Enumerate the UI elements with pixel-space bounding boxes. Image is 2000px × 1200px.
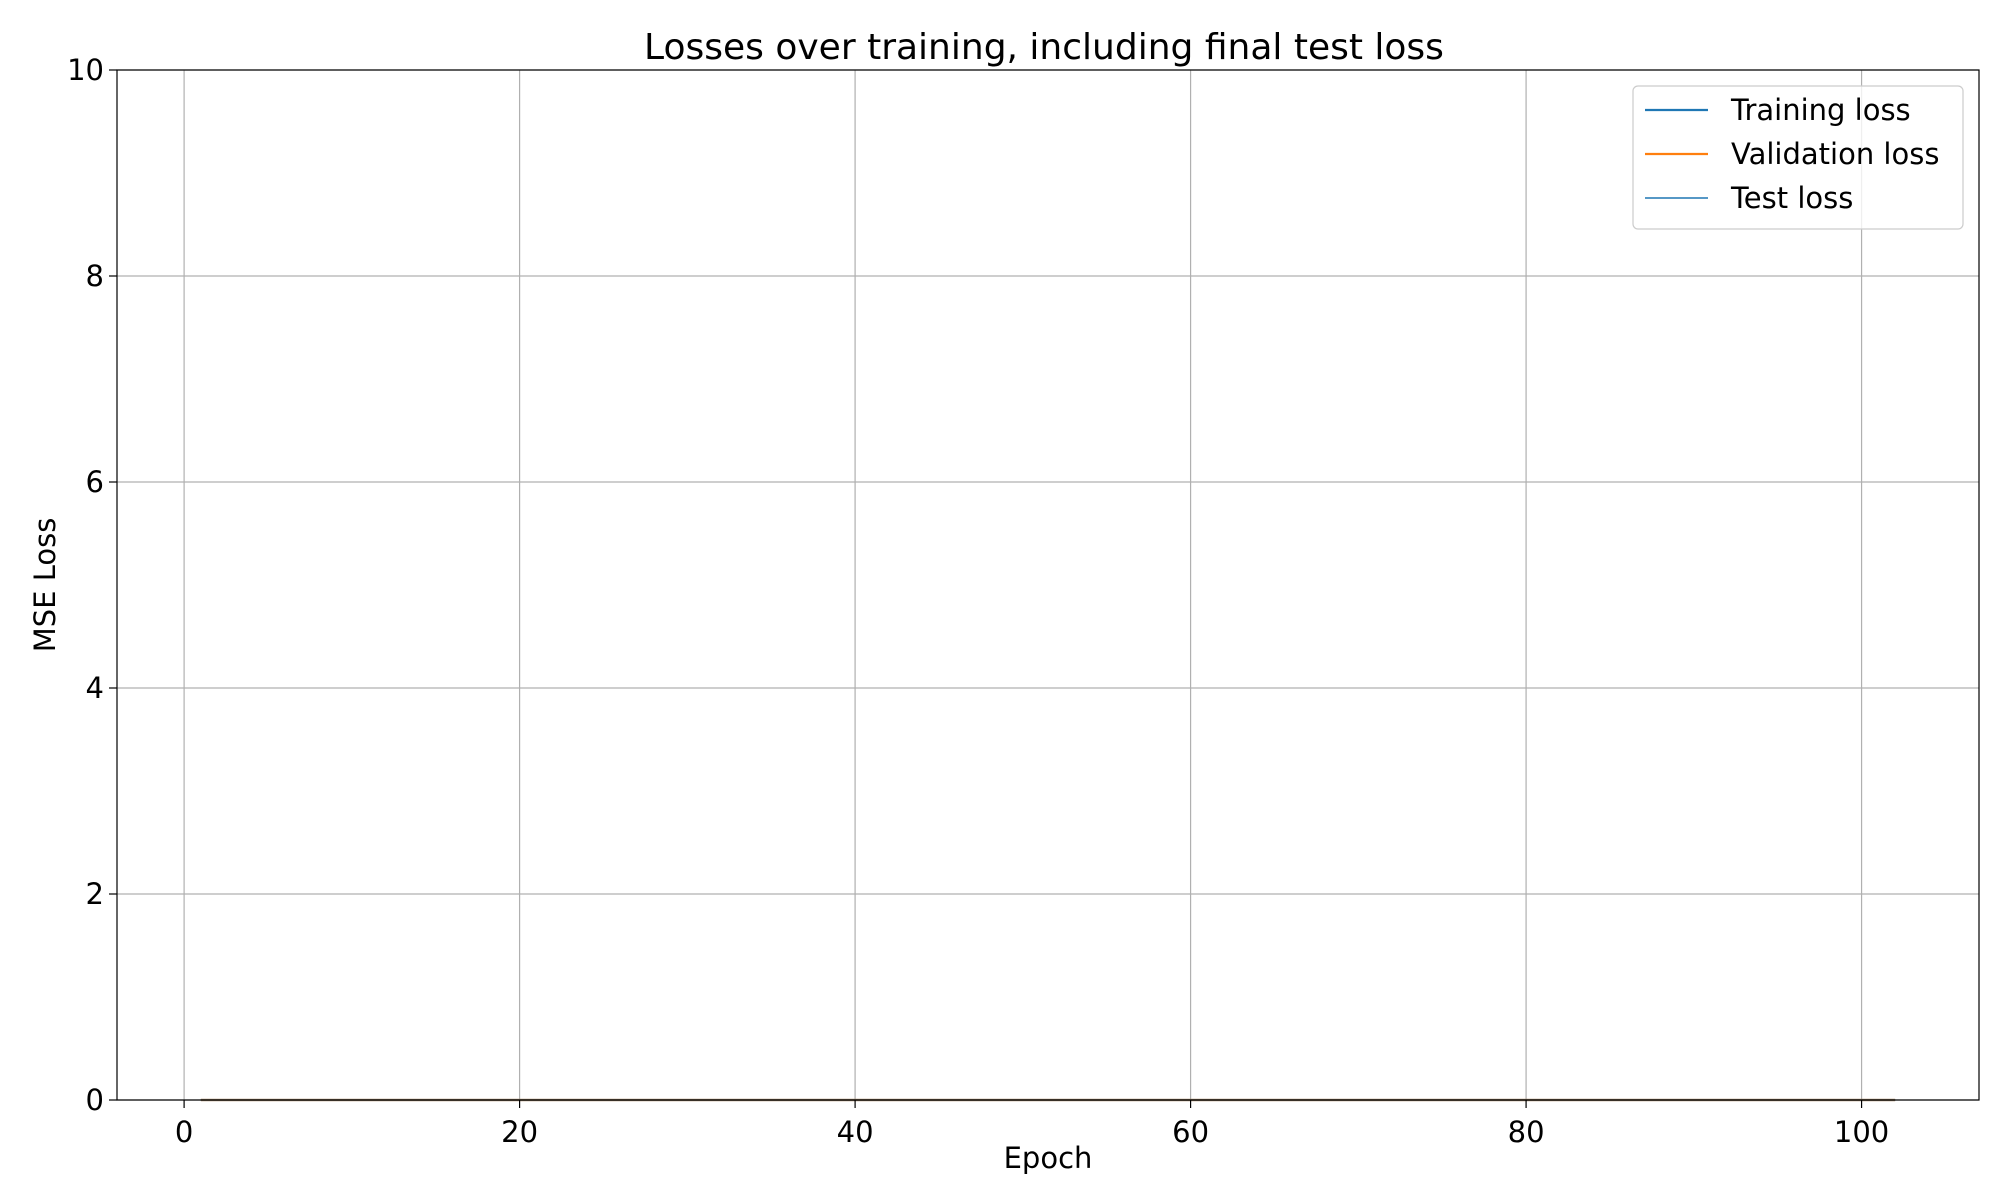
chart-title: Losses over training, including final te… xyxy=(644,27,1444,68)
x-tick-label: 60 xyxy=(1172,1115,1209,1149)
x-axis-label: Epoch xyxy=(1004,1141,1093,1175)
y-tick-label: 2 xyxy=(86,877,104,911)
y-axis-ticks: 0 2 4 6 8 10 xyxy=(67,53,117,1117)
legend-box xyxy=(1632,85,1964,230)
y-tick-label: 6 xyxy=(86,465,104,499)
legend: Training loss Validation loss Test loss xyxy=(1632,85,1964,230)
x-tick-label: 20 xyxy=(501,1115,538,1149)
y-tick-label: 10 xyxy=(67,53,104,87)
x-tick-label: 40 xyxy=(837,1115,874,1149)
y-tick-label: 0 xyxy=(86,1083,104,1117)
y-tick-label: 4 xyxy=(86,671,104,705)
x-tick-label: 100 xyxy=(1834,1115,1889,1149)
plot-frame xyxy=(116,69,1980,1101)
y-tick-label: 8 xyxy=(86,259,104,293)
x-tick-label: 80 xyxy=(1508,1115,1545,1149)
training-loss-legend-label: Training loss xyxy=(1730,93,1911,127)
y-axis-label: MSE Loss xyxy=(28,518,62,653)
x-tick-label: 0 xyxy=(175,1115,193,1149)
test-loss-legend-label: Test loss xyxy=(1730,181,1853,215)
validation-loss-legend-label: Validation loss xyxy=(1731,137,1939,171)
x-axis-ticks: 0 20 40 60 80 100 xyxy=(175,1100,1889,1149)
